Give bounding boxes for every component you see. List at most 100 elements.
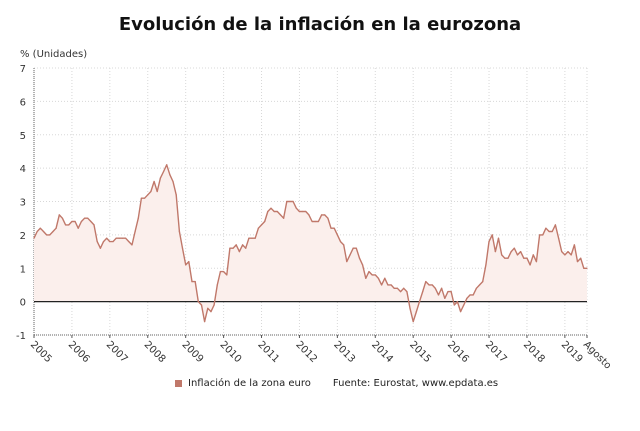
data-point — [162, 170, 165, 173]
data-point — [207, 307, 209, 309]
data-point — [482, 281, 484, 283]
data-point — [83, 217, 86, 219]
data-point — [140, 197, 143, 199]
data-point — [169, 174, 171, 176]
data-point — [399, 291, 402, 293]
data-point — [71, 220, 73, 223]
data-point — [128, 240, 130, 243]
data-point — [156, 190, 158, 193]
data-point — [583, 267, 585, 269]
data-point — [267, 210, 269, 213]
data-point — [210, 311, 212, 313]
data-point — [336, 234, 338, 236]
data-point — [409, 307, 411, 309]
y-tick-label: 0 — [20, 298, 26, 309]
data-point — [125, 237, 127, 239]
data-point — [520, 250, 522, 253]
data-point — [567, 250, 569, 253]
data-point — [586, 267, 588, 269]
data-point — [390, 284, 392, 286]
chart-title: Evolución de la inflación en la eurozona — [118, 14, 522, 35]
data-point — [223, 270, 225, 273]
data-point — [352, 247, 354, 249]
data-point — [532, 254, 534, 256]
source-note: Fuente: Eurostat, www.epdata.es — [332, 378, 499, 389]
data-point — [150, 190, 152, 193]
data-point — [46, 234, 48, 236]
x-tick-label: 2006 — [66, 339, 92, 365]
data-point — [554, 224, 557, 226]
y-tick-label: 5 — [20, 131, 26, 142]
data-point — [564, 254, 566, 256]
data-point — [513, 247, 515, 249]
data-point — [159, 177, 161, 179]
data-point — [311, 220, 313, 223]
data-point — [219, 270, 222, 273]
data-point — [406, 291, 408, 293]
y-tick-label: 2 — [20, 231, 26, 242]
data-point — [144, 197, 146, 199]
data-point — [327, 217, 329, 219]
data-point — [305, 210, 307, 213]
x-tick-label: 2016 — [445, 339, 471, 365]
data-point — [346, 260, 348, 263]
data-point — [573, 244, 575, 246]
data-point — [175, 194, 177, 196]
data-point — [412, 321, 414, 323]
legend-label: Inflación de la zona euro — [188, 378, 311, 389]
data-point — [317, 220, 319, 223]
data-point — [172, 180, 174, 183]
data-point — [529, 264, 531, 266]
data-point — [526, 257, 528, 259]
data-point — [384, 277, 386, 279]
data-point — [422, 291, 424, 293]
y-tick-label: -1 — [16, 331, 26, 342]
data-point — [181, 247, 184, 249]
data-point — [472, 294, 474, 296]
data-point — [551, 230, 553, 233]
legend: Inflación de la zona euro Fuente: Eurost… — [175, 378, 498, 389]
x-tick-label: 2018 — [521, 339, 547, 365]
x-tick-label: 2017 — [483, 339, 509, 365]
data-point — [241, 244, 244, 246]
data-point — [191, 281, 193, 283]
data-point — [118, 237, 120, 239]
data-point — [68, 224, 70, 226]
data-point — [137, 217, 139, 219]
data-point — [87, 217, 89, 219]
data-point — [535, 260, 538, 263]
data-point — [494, 250, 496, 253]
data-point — [112, 240, 114, 243]
data-point — [539, 234, 541, 236]
data-point — [333, 227, 335, 229]
data-point — [349, 254, 351, 256]
data-point — [308, 214, 310, 216]
data-point — [188, 260, 190, 263]
data-point — [52, 230, 54, 233]
data-point — [396, 287, 398, 289]
data-point — [516, 254, 519, 256]
data-point — [437, 294, 440, 296]
data-point — [194, 281, 196, 283]
data-point — [403, 287, 405, 289]
data-point — [418, 301, 421, 303]
data-point — [257, 227, 259, 229]
data-point — [58, 214, 60, 216]
data-point — [77, 227, 79, 229]
data-point — [49, 234, 51, 236]
data-point — [295, 207, 297, 209]
data-point — [134, 230, 136, 233]
data-point — [74, 220, 76, 223]
data-point — [200, 304, 203, 306]
data-point — [213, 304, 215, 306]
data-point — [166, 164, 168, 166]
data-point — [273, 210, 275, 213]
data-point — [415, 311, 417, 313]
data-point — [216, 284, 218, 286]
data-point — [289, 200, 291, 203]
series-area — [34, 164, 587, 322]
data-point — [377, 277, 380, 279]
data-point — [65, 224, 67, 226]
x-tick-label: 2007 — [104, 339, 130, 365]
x-tick-label: 2010 — [217, 339, 243, 365]
